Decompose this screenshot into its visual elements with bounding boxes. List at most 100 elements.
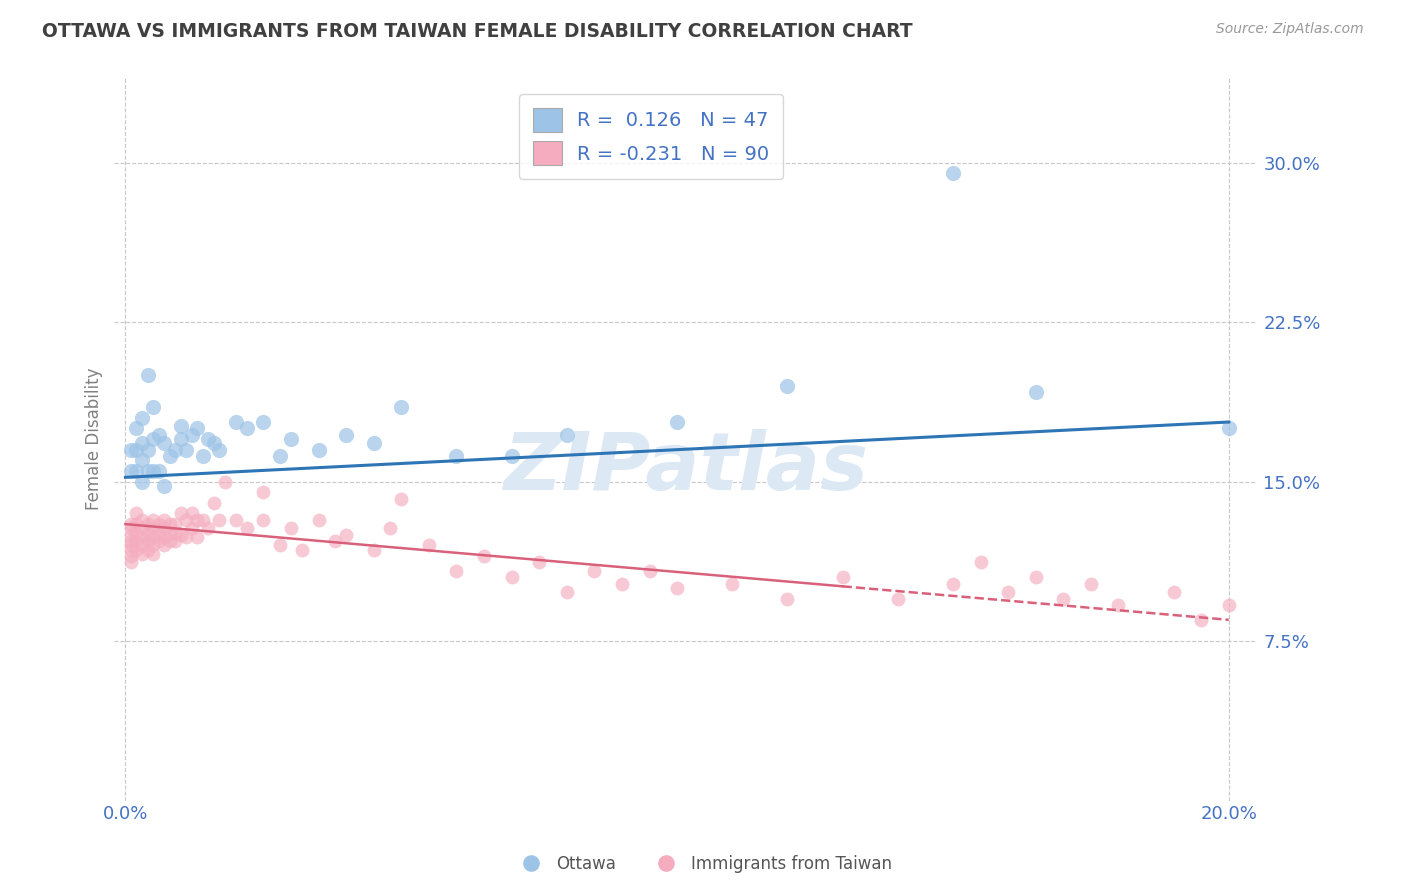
- Point: [997, 585, 1019, 599]
- Point: [389, 400, 412, 414]
- Point: [153, 530, 176, 544]
- Point: [666, 581, 689, 595]
- Point: [120, 534, 142, 549]
- Point: [136, 534, 159, 549]
- Point: [120, 464, 142, 478]
- Point: [186, 530, 208, 544]
- Point: [148, 464, 170, 478]
- Point: [136, 464, 159, 478]
- Point: [583, 564, 606, 578]
- Point: [148, 517, 170, 532]
- Point: [335, 527, 357, 541]
- Point: [389, 491, 412, 506]
- Point: [142, 538, 165, 552]
- Point: [174, 513, 197, 527]
- Point: [1107, 598, 1129, 612]
- Text: Source: ZipAtlas.com: Source: ZipAtlas.com: [1216, 22, 1364, 37]
- Point: [174, 442, 197, 457]
- Point: [169, 507, 191, 521]
- Point: [418, 538, 440, 552]
- Point: [831, 570, 853, 584]
- Point: [165, 534, 187, 549]
- Point: [125, 525, 148, 540]
- Point: [280, 432, 302, 446]
- Point: [174, 530, 197, 544]
- Point: [131, 530, 153, 544]
- Point: [120, 517, 142, 532]
- Point: [120, 542, 142, 557]
- Point: [153, 479, 176, 493]
- Point: [291, 542, 314, 557]
- Point: [363, 436, 385, 450]
- Point: [942, 166, 965, 180]
- Point: [180, 427, 202, 442]
- Point: [191, 513, 214, 527]
- Point: [363, 542, 385, 557]
- Point: [252, 485, 274, 500]
- Point: [142, 464, 165, 478]
- Point: [1189, 613, 1212, 627]
- Point: [208, 442, 231, 457]
- Point: [225, 513, 247, 527]
- Point: [131, 547, 153, 561]
- Point: [191, 449, 214, 463]
- Point: [125, 464, 148, 478]
- Point: [721, 576, 744, 591]
- Point: [136, 517, 159, 532]
- Point: [153, 436, 176, 450]
- Point: [159, 525, 181, 540]
- Point: [169, 419, 191, 434]
- Point: [159, 449, 181, 463]
- Point: [169, 527, 191, 541]
- Point: [555, 427, 578, 442]
- Point: [131, 538, 153, 552]
- Point: [125, 517, 148, 532]
- Point: [1080, 576, 1102, 591]
- Point: [446, 564, 468, 578]
- Point: [142, 521, 165, 535]
- Point: [1218, 598, 1240, 612]
- Point: [269, 449, 291, 463]
- Legend: Ottawa, Immigrants from Taiwan: Ottawa, Immigrants from Taiwan: [508, 848, 898, 880]
- Point: [942, 576, 965, 591]
- Point: [236, 421, 259, 435]
- Point: [186, 421, 208, 435]
- Point: [197, 432, 219, 446]
- Point: [666, 415, 689, 429]
- Point: [165, 525, 187, 540]
- Text: ZIPatlas: ZIPatlas: [503, 429, 868, 507]
- Point: [501, 570, 523, 584]
- Point: [148, 525, 170, 540]
- Point: [142, 513, 165, 527]
- Point: [120, 442, 142, 457]
- Point: [555, 585, 578, 599]
- Point: [638, 564, 661, 578]
- Point: [323, 534, 346, 549]
- Point: [125, 442, 148, 457]
- Y-axis label: Female Disability: Female Disability: [86, 368, 103, 510]
- Point: [136, 442, 159, 457]
- Point: [131, 513, 153, 527]
- Point: [159, 534, 181, 549]
- Point: [180, 521, 202, 535]
- Point: [180, 507, 202, 521]
- Point: [153, 538, 176, 552]
- Point: [165, 442, 187, 457]
- Legend: R =  0.126   N = 47, R = -0.231   N = 90: R = 0.126 N = 47, R = -0.231 N = 90: [519, 95, 783, 178]
- Text: OTTAWA VS IMMIGRANTS FROM TAIWAN FEMALE DISABILITY CORRELATION CHART: OTTAWA VS IMMIGRANTS FROM TAIWAN FEMALE …: [42, 22, 912, 41]
- Point: [125, 421, 148, 435]
- Point: [148, 427, 170, 442]
- Point: [1163, 585, 1185, 599]
- Point: [120, 527, 142, 541]
- Point: [472, 549, 495, 563]
- Point: [280, 521, 302, 535]
- Point: [501, 449, 523, 463]
- Point: [120, 521, 142, 535]
- Point: [159, 517, 181, 532]
- Point: [120, 549, 142, 563]
- Point: [1025, 385, 1047, 400]
- Point: [308, 442, 330, 457]
- Point: [125, 542, 148, 557]
- Point: [214, 475, 236, 489]
- Point: [131, 453, 153, 467]
